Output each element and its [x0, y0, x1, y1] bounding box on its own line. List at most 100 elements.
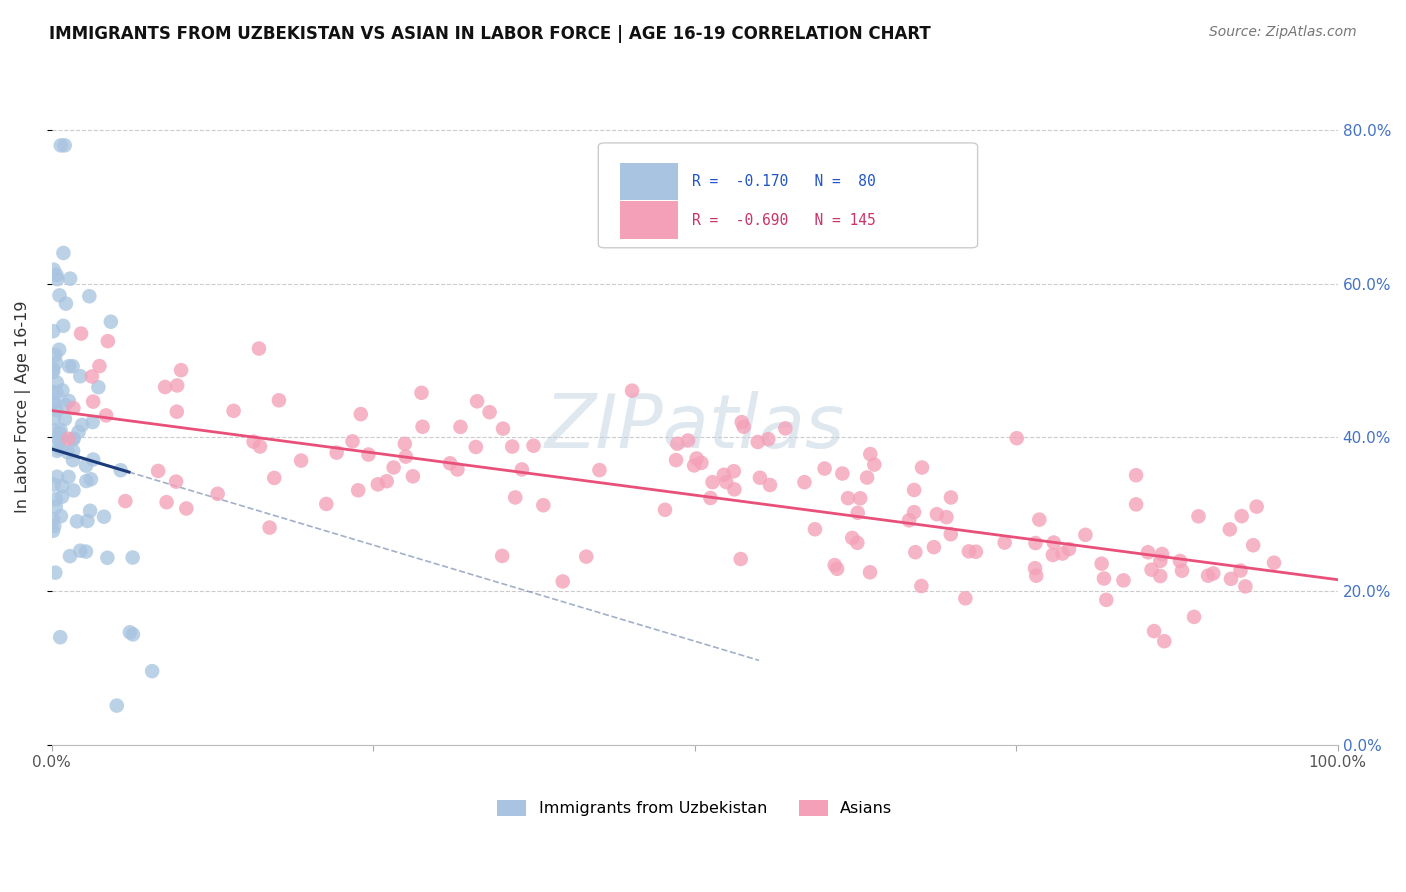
Point — [1092, 572, 1115, 586]
Point — [1149, 554, 1171, 568]
Point — [394, 437, 416, 451]
Point — [1171, 564, 1194, 578]
Point — [49, 630, 72, 644]
Point — [683, 458, 706, 473]
Point — [1241, 538, 1264, 552]
Point — [395, 450, 418, 464]
Point — [1182, 610, 1205, 624]
Point — [62, 401, 84, 415]
Point — [62, 432, 84, 446]
Point — [1112, 574, 1135, 588]
Point — [824, 558, 846, 573]
Point — [48, 343, 70, 357]
Point — [666, 436, 689, 450]
Point — [62, 453, 84, 467]
Point — [1153, 634, 1175, 648]
Point — [249, 440, 271, 454]
Point — [1125, 468, 1147, 483]
Point — [155, 495, 177, 509]
Point — [922, 540, 945, 554]
Point — [69, 369, 91, 384]
Point — [52, 246, 75, 260]
Point — [42, 512, 65, 526]
Point — [46, 443, 69, 458]
Point — [62, 432, 84, 446]
Point — [702, 475, 724, 490]
Point — [775, 421, 797, 435]
Point — [503, 491, 526, 505]
Point — [759, 478, 782, 492]
Point — [49, 426, 72, 441]
Point — [1028, 513, 1050, 527]
Point — [53, 138, 76, 153]
Point — [1091, 557, 1114, 571]
Text: Source: ZipAtlas.com: Source: ZipAtlas.com — [1209, 25, 1357, 39]
Point — [58, 470, 80, 484]
Point — [48, 288, 70, 302]
Point — [51, 384, 73, 398]
Point — [42, 362, 65, 376]
Point — [1202, 566, 1225, 581]
Point — [80, 472, 103, 486]
Point — [939, 527, 962, 541]
Point — [446, 462, 468, 476]
Point — [55, 296, 77, 310]
Point — [1220, 572, 1243, 586]
Point — [1197, 568, 1219, 582]
Point — [94, 409, 117, 423]
Point — [42, 410, 65, 425]
Point — [478, 405, 501, 419]
Point — [412, 419, 434, 434]
Point — [153, 380, 176, 394]
Point — [716, 475, 738, 489]
Point — [856, 470, 879, 484]
Point — [903, 505, 925, 519]
Point — [1125, 497, 1147, 511]
Point — [1246, 500, 1268, 514]
Point — [52, 318, 75, 333]
Point — [464, 440, 486, 454]
Point — [676, 434, 699, 448]
Point — [347, 483, 370, 498]
Point — [1150, 547, 1173, 561]
Point — [1140, 563, 1163, 577]
Point — [122, 627, 145, 641]
Point — [165, 475, 187, 489]
Point — [1042, 548, 1064, 562]
Point — [76, 514, 98, 528]
Point — [382, 460, 405, 475]
Point — [267, 393, 290, 408]
Point — [1057, 542, 1080, 557]
Point — [69, 543, 91, 558]
Point — [82, 452, 104, 467]
Point — [665, 453, 688, 467]
Text: IMMIGRANTS FROM UZBEKISTAN VS ASIAN IN LABOR FORCE | AGE 16-19 CORRELATION CHART: IMMIGRANTS FROM UZBEKISTAN VS ASIAN IN L… — [49, 25, 931, 43]
Point — [44, 348, 66, 362]
Point — [837, 491, 859, 505]
Legend: Immigrants from Uzbekistan, Asians: Immigrants from Uzbekistan, Asians — [491, 794, 898, 822]
Point — [146, 464, 169, 478]
Point — [825, 562, 848, 576]
Point — [121, 550, 143, 565]
Point — [45, 376, 67, 390]
Point — [723, 464, 745, 478]
Point — [510, 462, 533, 476]
Point — [45, 268, 67, 282]
Point — [1052, 547, 1074, 561]
Point — [449, 420, 471, 434]
Point — [957, 544, 980, 558]
Point — [994, 535, 1017, 549]
Point — [44, 566, 66, 580]
Point — [263, 471, 285, 485]
Point — [75, 544, 97, 558]
Point — [1229, 564, 1251, 578]
Point — [51, 490, 73, 504]
Point — [1074, 528, 1097, 542]
Point — [723, 483, 745, 497]
Point — [166, 378, 188, 392]
Point — [87, 380, 110, 394]
Point — [51, 479, 73, 493]
Point — [97, 334, 120, 348]
Text: R =  -0.690   N = 145: R = -0.690 N = 145 — [692, 212, 876, 227]
Point — [89, 359, 111, 373]
